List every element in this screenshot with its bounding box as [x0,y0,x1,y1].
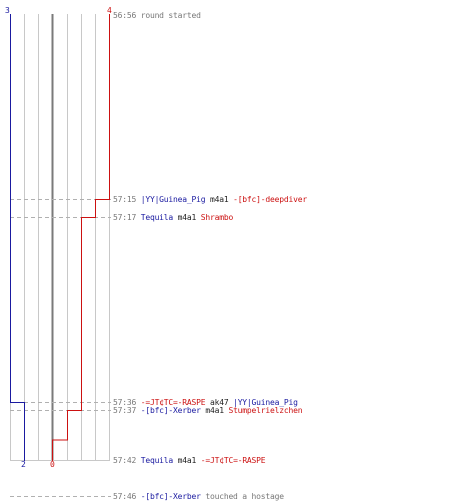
event-text-part: |YY|Guinea_Pig [233,398,298,407]
event-time: 57:17 [113,213,137,222]
event-text-part: -[bfc]-deepdiver [233,195,307,204]
event-row: 57:36 -=JT¢TC=-RASPE ak47 |YY|Guinea_Pig [113,398,298,408]
event-time: 57:42 [113,456,137,465]
event-row: 57:46 -[bfc]-Xerber touched a hostage [113,492,284,502]
event-text-part: m4a1 [209,195,229,204]
blue-team-count-line [10,14,25,461]
event-time: 57:15 [113,195,137,204]
event-time: 57:46 [113,492,137,501]
event-text-part: touched a hostage [205,492,284,501]
event-text-part: m4a1 [177,213,197,222]
event-row: 56:56 round started [113,11,201,21]
red-team-count-line [52,14,110,461]
event-text-part: -[bfc]-Xerber [140,492,201,501]
event-text-part: round started [140,11,201,20]
event-text-part: Tequila [140,213,174,222]
blue-start-count: 3 [5,6,10,15]
event-text-part: -[bfc]-Xerber [140,406,201,415]
event-text-part: Tequila [140,456,174,465]
red-end-count: 0 [50,460,55,469]
event-text-part: |YY|Guinea_Pig [140,195,206,204]
event-text-part: Stumpelrielzchen [228,406,303,415]
event-dash-lines [10,199,111,497]
event-time: 57:37 [113,406,137,415]
event-text-part: Shrambo [200,213,234,222]
event-time: 57:36 [113,398,137,407]
event-text-part: -=JT¢TC=-RASPE [140,398,206,407]
event-text-part: ak47 [209,398,229,407]
event-row: 57:42 Tequila m4a1 -=JT¢TC=-RASPE [113,456,266,466]
event-text-part: m4a1 [205,406,224,415]
event-row: 57:37 -[bfc]-Xerber m4a1 Stumpelrielzche… [113,406,303,416]
event-row: 57:15 |YY|Guinea_Pig m4a1 -[bfc]-deepdiv… [113,195,307,205]
event-row: 57:17 Tequila m4a1 Shrambo [113,213,233,223]
blue-end-count: 2 [21,460,26,469]
event-text-part: -=JT¢TC=-RASPE [200,456,266,465]
event-text-part: m4a1 [177,456,197,465]
red-start-count: 4 [107,6,112,15]
grid-lines [10,14,110,461]
event-time: 56:56 [113,11,137,20]
